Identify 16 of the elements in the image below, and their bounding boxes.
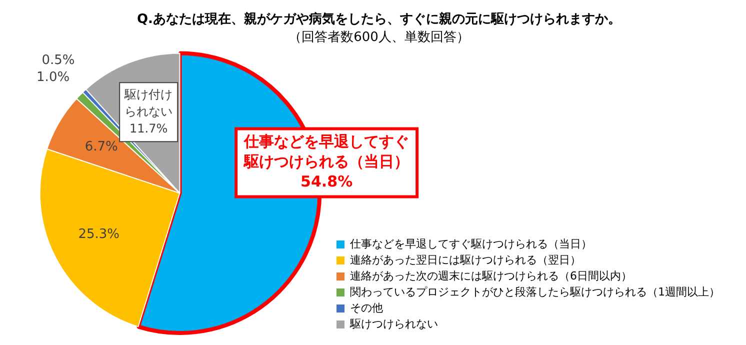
legend-label: 駆けつけられない xyxy=(349,317,438,330)
legend-label: その他 xyxy=(350,301,383,314)
data-label: 1.0% xyxy=(36,70,70,86)
legend-label: 関わっているプロジェクトがひと段落したら駆けつけられる（1週間以上） xyxy=(350,285,720,298)
legend-label: 連絡があった翌日には駆けつけられる（翌日） xyxy=(350,253,581,266)
data-label: 6.7% xyxy=(84,139,118,154)
data-label: 25.3% xyxy=(78,227,120,242)
legend-label: 連絡があった次の週末には駆けつけられる（6日間以内） xyxy=(350,269,632,282)
text: 仕事などを早退してすぐ駆けつけられる（当日） xyxy=(243,132,410,171)
chart-title: Q.あなたは現在、親がケガや病気をしたら、すぐに親の元に駆けつけられますか。 xyxy=(137,11,621,28)
legend-label: 仕事などを早退してすぐ駆けつけられる（当日） xyxy=(350,237,592,250)
data-label: 0.5% xyxy=(42,52,75,68)
text: 駆け付けられない xyxy=(124,87,173,118)
data-label: 54.8% xyxy=(300,172,353,191)
data-label: 11.7% xyxy=(130,121,168,136)
chart-subtitle: （回答者数600人、単数回答） xyxy=(288,30,470,45)
